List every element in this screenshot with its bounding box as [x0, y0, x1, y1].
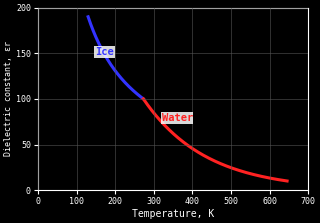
Y-axis label: Dielectric constant, εr: Dielectric constant, εr	[4, 41, 13, 156]
Text: Water: Water	[162, 113, 193, 123]
Text: Ice: Ice	[95, 47, 114, 57]
X-axis label: Temperature, K: Temperature, K	[132, 209, 214, 219]
